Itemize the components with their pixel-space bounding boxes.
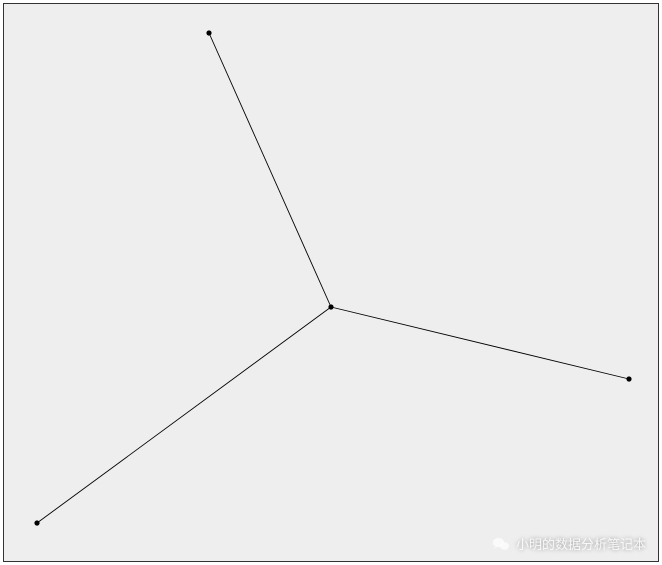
wechat-icon — [492, 536, 510, 552]
edge — [331, 307, 629, 379]
watermark-text: 小明的数据分析笔记本 — [516, 534, 646, 553]
plot-frame — [3, 3, 659, 562]
node — [328, 304, 333, 309]
node — [34, 520, 39, 525]
watermark: 小明的数据分析笔记本 — [492, 534, 646, 553]
node — [206, 30, 211, 35]
edge — [209, 33, 331, 307]
edge — [37, 307, 331, 523]
network-graph — [4, 4, 658, 561]
node — [626, 376, 631, 381]
plot-area — [4, 4, 658, 561]
